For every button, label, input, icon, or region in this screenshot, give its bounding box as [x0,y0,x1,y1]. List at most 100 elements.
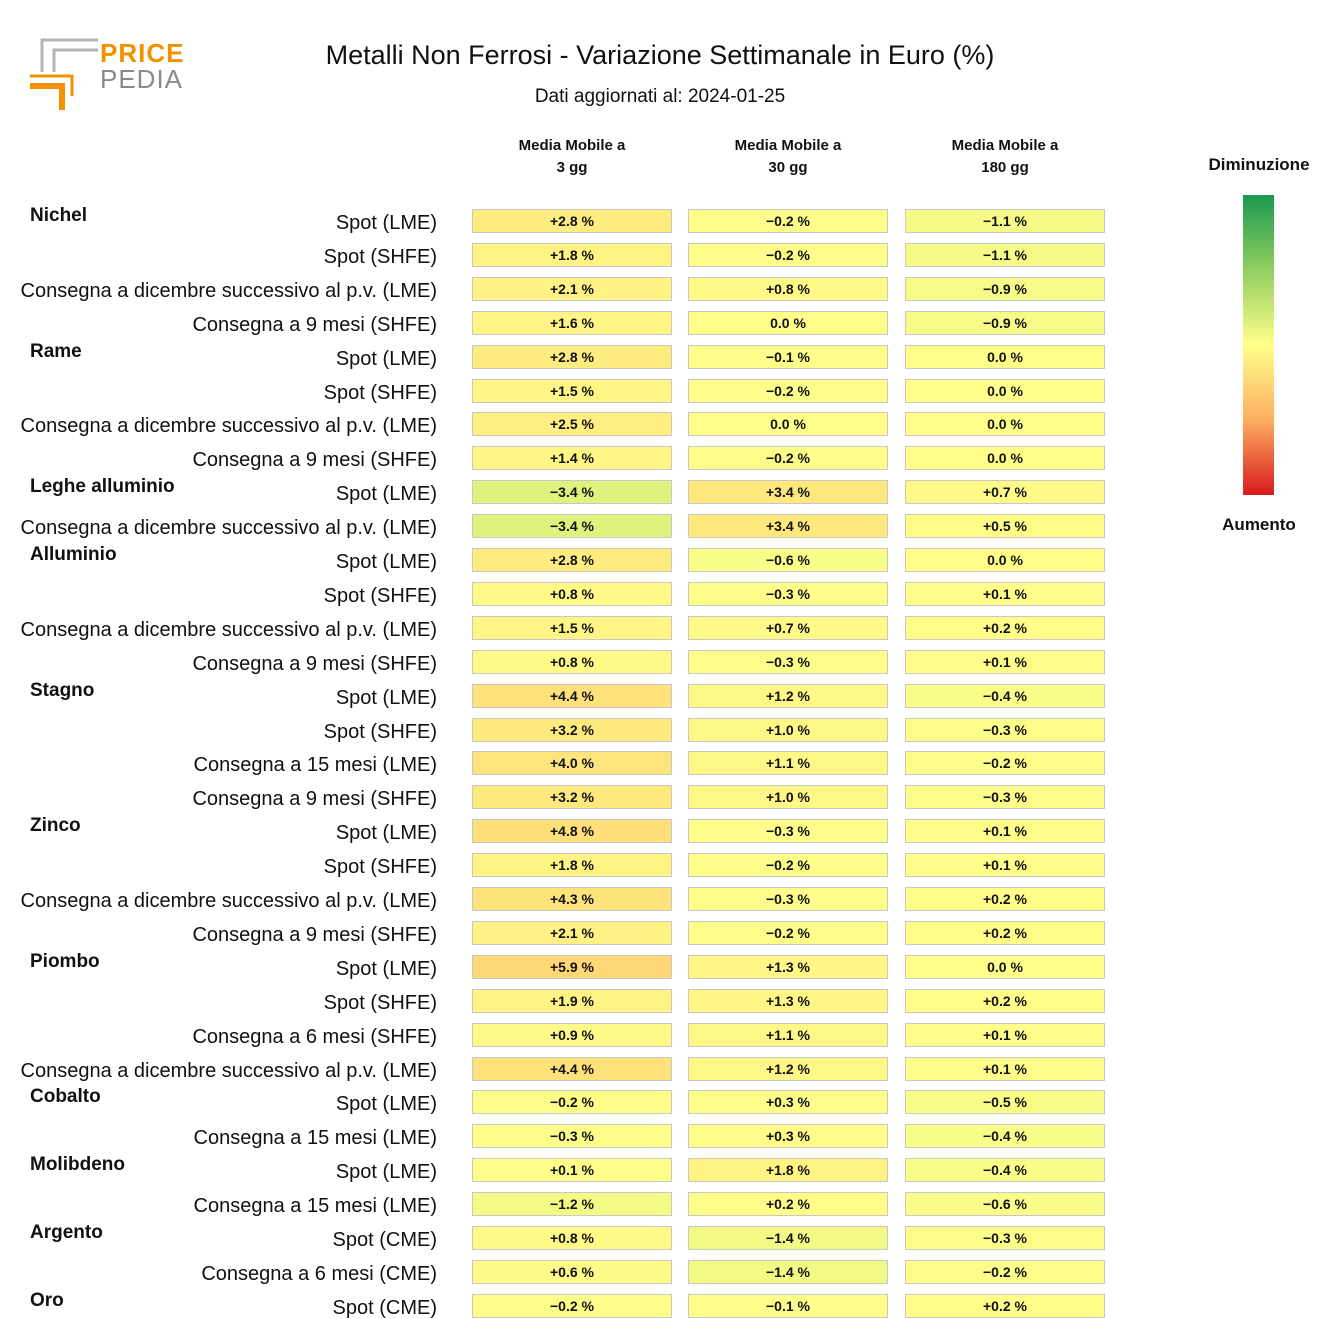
metal-group-label: Rame [30,340,82,362]
row-label: Consegna a 6 mesi (SHFE) [192,1025,437,1048]
heatmap-cell: −0.1 % [688,344,888,369]
heatmap-cell: +1.0 % [688,717,888,742]
row-label: Consegna a 9 mesi (SHFE) [192,313,437,336]
heatmap-cell: +0.9 % [472,1022,672,1047]
heatmap-cell: +4.4 % [472,683,672,708]
heatmap-cell: −0.3 % [905,785,1105,810]
row-label: Consegna a 9 mesi (SHFE) [192,788,437,811]
heatmap-cell: −0.2 % [905,751,1105,776]
heatmap-cell: +0.1 % [905,581,1105,606]
row-label: Consegna a dicembre successivo al p.v. (… [20,517,437,540]
heatmap-cell: 0.0 % [688,412,888,437]
heatmap-cell: −1.2 % [472,1192,672,1217]
heatmap-cell: +0.2 % [905,1293,1105,1318]
heatmap-cell: +4.3 % [472,887,672,911]
column-header: Media Mobile a 180 gg [951,137,1059,176]
heatmap-cell: +1.3 % [688,988,888,1013]
heatmap-cell: +4.8 % [472,819,672,844]
heatmap-cell: +3.2 % [472,717,672,742]
heatmap-cell: +5.9 % [472,954,672,979]
heatmap-cell: −0.2 % [688,209,888,233]
row-label: Spot (CME) [332,1229,437,1251]
row-label: Consegna a dicembre successivo al p.v. (… [20,1059,437,1082]
row-label: Spot (CME) [332,1296,437,1319]
heatmap-cell: 0.0 % [688,310,888,335]
heatmap-cell: −0.2 % [688,378,888,403]
heatmap-cell: +0.1 % [905,1022,1105,1047]
heatmap-cell: −0.3 % [688,649,888,674]
heatmap-cell: −0.9 % [905,310,1105,335]
heatmap-cell: +4.4 % [472,1056,672,1081]
heatmap-cell: +2.5 % [472,412,672,437]
heatmap-cell: +1.8 % [472,853,672,878]
heatmap-cell: −0.3 % [688,819,888,844]
heatmap-cell: −0.9 % [905,276,1105,301]
row-label: Spot (SHFE) [323,720,437,743]
heatmap-cell: −0.3 % [472,1124,672,1149]
metal-group-label: Cobalto [30,1086,101,1108]
column-header: Media Mobile a 30 gg [734,137,842,176]
heatmap-cell: +1.1 % [688,1022,888,1047]
heatmap-cell: 0.0 % [905,378,1105,403]
heatmap-cell: −3.4 % [472,480,672,505]
heatmap-cell: −0.5 % [905,1090,1105,1115]
row-label: Spot (LME) [335,822,437,845]
row-label: Consegna a 9 mesi (SHFE) [192,449,437,472]
row-label: Spot (SHFE) [323,991,437,1014]
heatmap-cell: +1.2 % [688,683,888,708]
heatmap-cell: −0.4 % [905,683,1105,708]
row-label: Spot (LME) [335,483,437,506]
heatmap-cell: −1.4 % [688,1226,888,1250]
heatmap-cell: +3.4 % [688,514,888,539]
heatmap-cell: +0.2 % [688,1192,888,1217]
heatmap-cell: +1.1 % [688,751,888,776]
row-label: Consegna a dicembre successivo al p.v. (… [20,618,437,641]
row-label: Spot (LME) [335,1161,437,1184]
row-label: Consegna a 15 mesi (LME) [193,1127,437,1150]
row-label: Spot (LME) [335,551,437,573]
heatmap-cell: −0.2 % [688,920,888,945]
heatmap-cell: +0.8 % [688,276,888,301]
row-label: Spot (SHFE) [323,856,437,879]
heatmap-cell: +0.1 % [472,1158,672,1183]
heatmap-cell: +1.4 % [472,446,672,471]
heatmap-cell: −0.4 % [905,1124,1105,1149]
legend-color-bar [1243,195,1274,495]
legend-top-label: Diminuzione [1208,155,1310,174]
heatmap-cell: +1.6 % [472,310,672,335]
row-label: Consegna a dicembre successivo al p.v. (… [20,279,437,302]
heatmap-cell: +1.2 % [688,1056,888,1081]
heatmap-cell: −0.2 % [688,242,888,267]
heatmap-cell: +0.3 % [688,1090,888,1115]
heatmap-cell: +0.5 % [905,514,1105,539]
metal-group-label: Alluminio [30,544,117,565]
logo-mark-icon [30,38,98,110]
row-label: Consegna a 15 mesi (LME) [193,1195,437,1218]
heatmap-cell: −0.2 % [472,1293,672,1318]
heatmap-cell: +0.7 % [905,480,1105,505]
row-label: Spot (LME) [335,686,437,709]
chart-subtitle: Dati aggiornati al: 2024-01-25 [534,86,786,107]
heatmap-cell: +4.0 % [472,751,672,776]
heatmap-cell: +2.8 % [472,209,672,233]
row-label: Spot (LME) [335,212,437,234]
metal-group-label: Piombo [30,950,100,972]
heatmap-cell: +2.8 % [472,548,672,572]
heatmap-cell: +0.8 % [472,581,672,606]
heatmap-cell: +1.5 % [472,615,672,640]
heatmap-cell: −0.6 % [905,1192,1105,1217]
heatmap-cell: 0.0 % [905,446,1105,471]
heatmap-cell: +0.2 % [905,615,1105,640]
heatmap-cell: +2.1 % [472,920,672,945]
heatmap-cell: +0.2 % [905,988,1105,1013]
heatmap-cell: +0.2 % [905,887,1105,911]
heatmap-cell: +0.8 % [472,649,672,674]
heatmap-cell: +1.8 % [472,242,672,267]
heatmap-cell: +1.9 % [472,988,672,1013]
row-label: Spot (SHFE) [323,584,437,607]
heatmap-cell: +0.1 % [905,649,1105,674]
heatmap-cell: +3.4 % [688,480,888,505]
heatmap-cell: +0.8 % [472,1226,672,1250]
heatmap-cell: −0.6 % [688,548,888,572]
legend-bottom-label: Aumento [1222,515,1296,534]
